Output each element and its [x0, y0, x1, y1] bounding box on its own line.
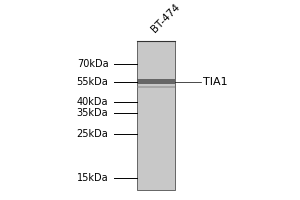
- Text: TIA1: TIA1: [203, 77, 228, 87]
- Bar: [136, 79, 175, 84]
- Text: BT-474: BT-474: [149, 2, 182, 35]
- Bar: [136, 41, 175, 190]
- Bar: [136, 86, 175, 88]
- Text: 35kDa: 35kDa: [77, 108, 108, 118]
- Text: 15kDa: 15kDa: [77, 173, 108, 183]
- Text: 55kDa: 55kDa: [76, 77, 108, 87]
- Text: 40kDa: 40kDa: [77, 97, 108, 107]
- Text: 25kDa: 25kDa: [76, 129, 108, 139]
- Text: 70kDa: 70kDa: [77, 59, 108, 69]
